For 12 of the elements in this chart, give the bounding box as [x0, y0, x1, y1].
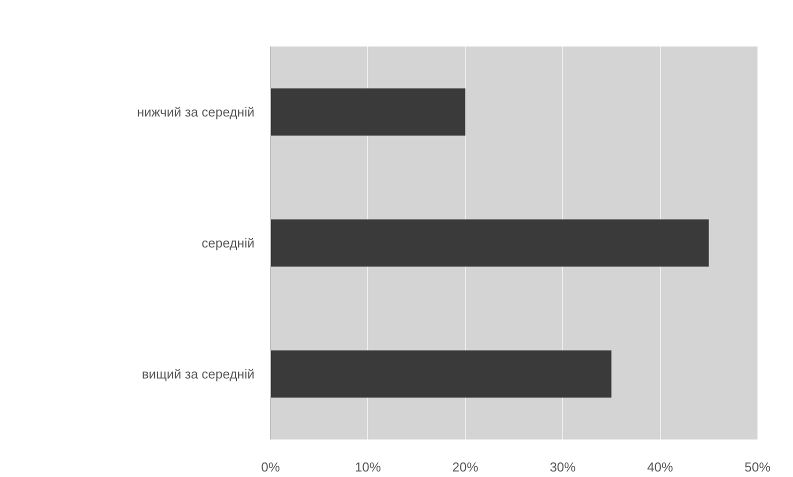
x-tick-label: 0%: [261, 460, 280, 474]
y-tick-label: нижчий за середній: [136, 104, 255, 120]
x-tick-label: 10%: [354, 460, 382, 474]
y-tick-label: вищий за середній: [142, 366, 255, 382]
bar: [270, 350, 612, 398]
x-tick-label: 30%: [550, 460, 576, 474]
bar: [270, 88, 466, 136]
x-tick-label: 50%: [744, 460, 771, 474]
y-tick-label: середній: [202, 236, 255, 250]
bar: [270, 219, 709, 267]
x-tick-label: 40%: [647, 460, 674, 474]
x-tick-label: 20%: [452, 460, 479, 474]
